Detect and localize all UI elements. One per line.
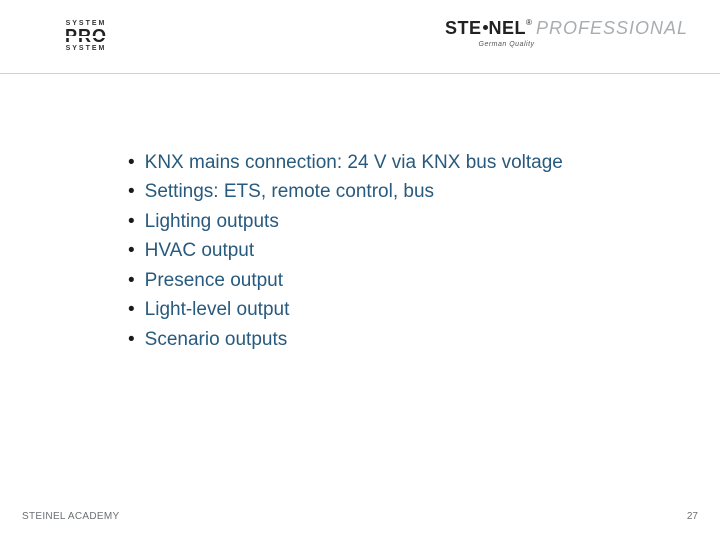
brand-sub: PROFESSIONAL — [536, 18, 688, 38]
list-item: • Settings: ETS, remote control, bus — [128, 177, 563, 206]
bullet-icon: • — [128, 207, 135, 236]
brand-tagline: German Quality — [445, 41, 688, 48]
bullet-icon: • — [128, 325, 135, 354]
bullet-text: Presence output — [145, 266, 283, 295]
bullet-icon: • — [128, 236, 135, 265]
header-bar: SYSTEM PRO SYSTEM STENEL® PROFESSIONAL Ge… — [0, 0, 720, 74]
bullet-text: Settings: ETS, remote control, bus — [145, 177, 434, 206]
page-number: 27 — [687, 511, 698, 522]
list-item: • Lighting outputs — [128, 207, 563, 236]
list-item: • Light-level output — [128, 295, 563, 324]
list-item: • Scenario outputs — [128, 325, 563, 354]
bullet-text: Scenario outputs — [145, 325, 288, 354]
logo-right: STENEL® PROFESSIONAL German Quality — [445, 18, 688, 48]
logo-left-stripe — [46, 36, 126, 38]
registered-mark: ® — [526, 18, 532, 27]
bullet-text: Light-level output — [145, 295, 290, 324]
bullet-icon: • — [128, 177, 135, 206]
list-item: • HVAC output — [128, 236, 563, 265]
logo-left-bottom: SYSTEM — [46, 45, 126, 52]
logo-right-brand: STENEL® PROFESSIONAL — [445, 18, 688, 39]
bullet-text: Lighting outputs — [145, 207, 279, 236]
list-item: • Presence output — [128, 266, 563, 295]
list-item: • KNX mains connection: 24 V via KNX bus … — [128, 148, 563, 177]
bullet-list: • KNX mains connection: 24 V via KNX bus … — [128, 148, 563, 354]
brand-text: STENEL — [445, 18, 526, 38]
logo-left-main: PRO — [46, 27, 126, 45]
bullet-icon: • — [128, 266, 135, 295]
logo-left: SYSTEM PRO SYSTEM — [46, 20, 126, 52]
bullet-icon: • — [128, 295, 135, 324]
bullet-text: KNX mains connection: 24 V via KNX bus v… — [145, 148, 563, 177]
bullet-text: HVAC output — [145, 236, 254, 265]
footer-left: STEINEL ACADEMY — [22, 511, 120, 522]
slide: SYSTEM PRO SYSTEM STENEL® PROFESSIONAL Ge… — [0, 0, 720, 540]
bullet-icon: • — [128, 148, 135, 177]
